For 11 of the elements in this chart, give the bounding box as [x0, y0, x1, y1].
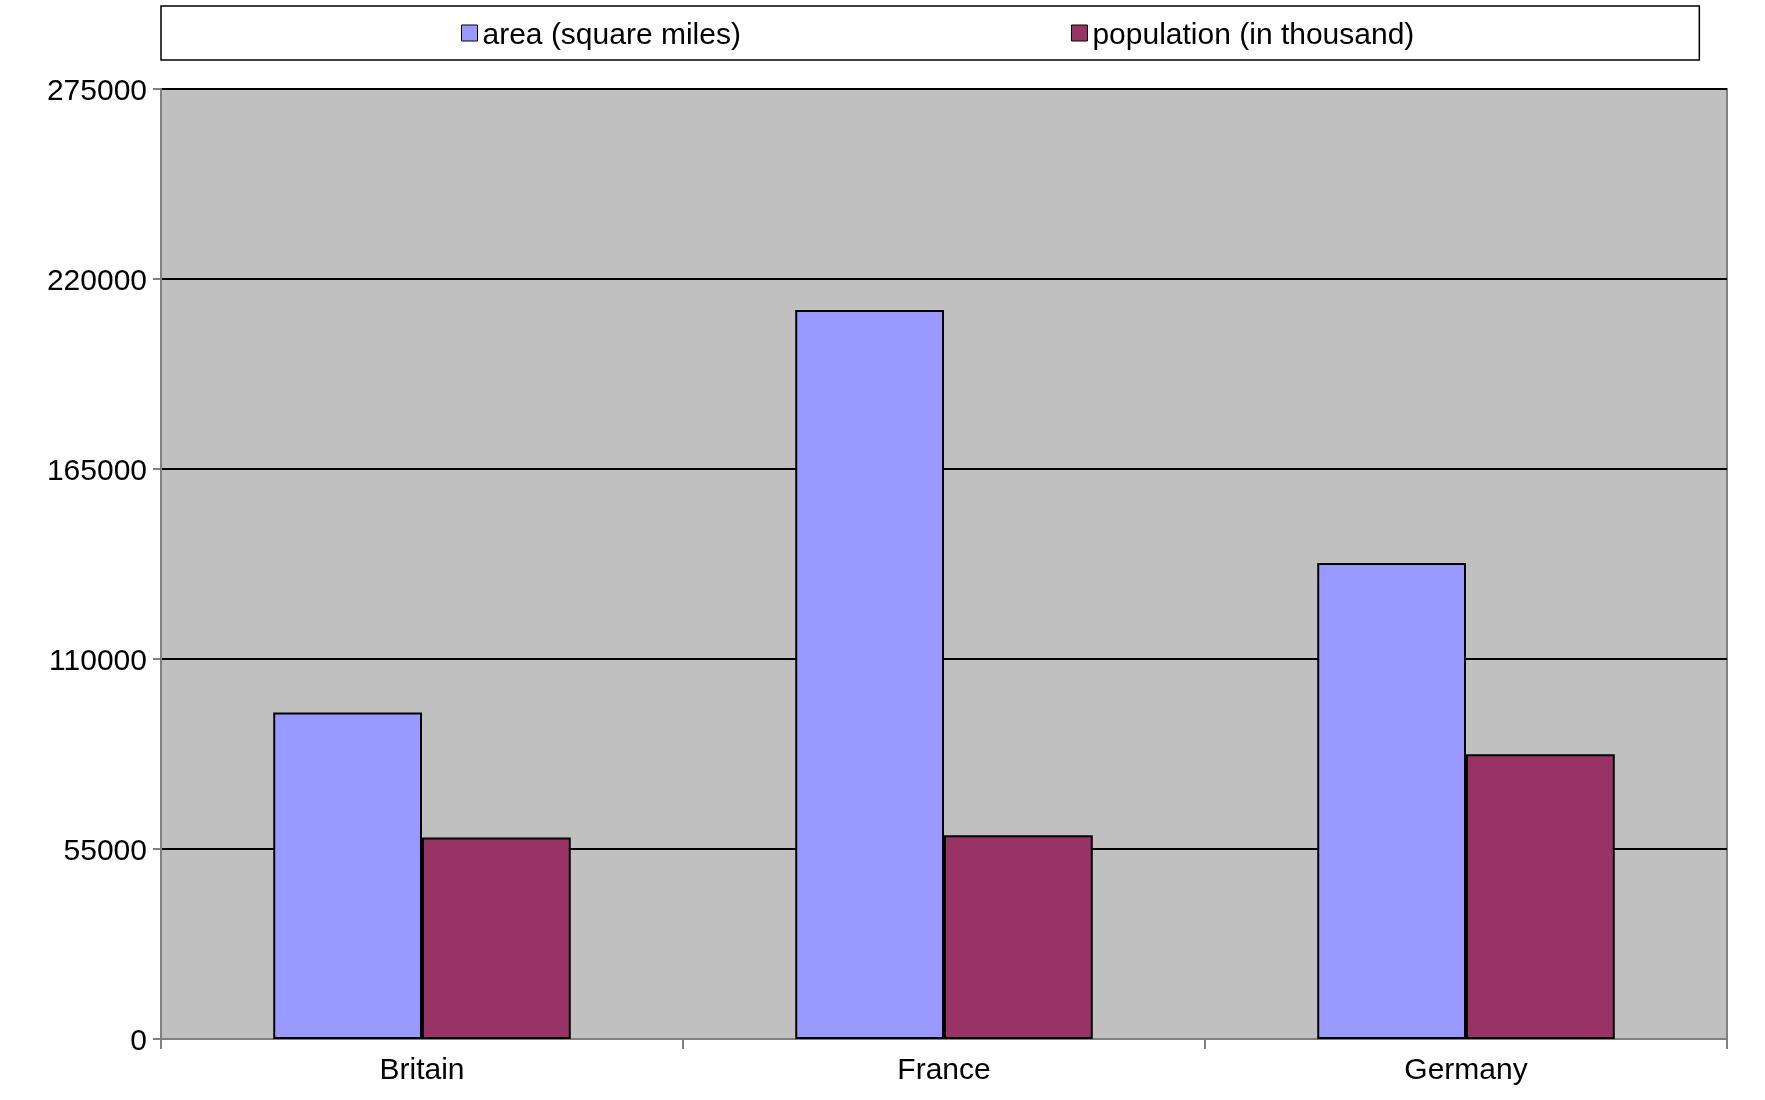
x-tick-label: Germany [1404, 1051, 1528, 1085]
y-tick-label: 55000 [63, 832, 147, 866]
x-tick-label: Britain [379, 1051, 465, 1085]
y-tick-label: 110000 [49, 642, 147, 676]
y-tick-label: 275000 [46, 72, 147, 106]
y-tick-label: 0 [130, 1022, 147, 1056]
legend-label: population (in thousand) [1092, 16, 1415, 50]
y-tick-label: 220000 [46, 262, 147, 296]
legend-label: area (square miles) [482, 16, 741, 50]
x-tick-label: France [897, 1051, 991, 1085]
y-tick-label: 165000 [46, 452, 147, 486]
